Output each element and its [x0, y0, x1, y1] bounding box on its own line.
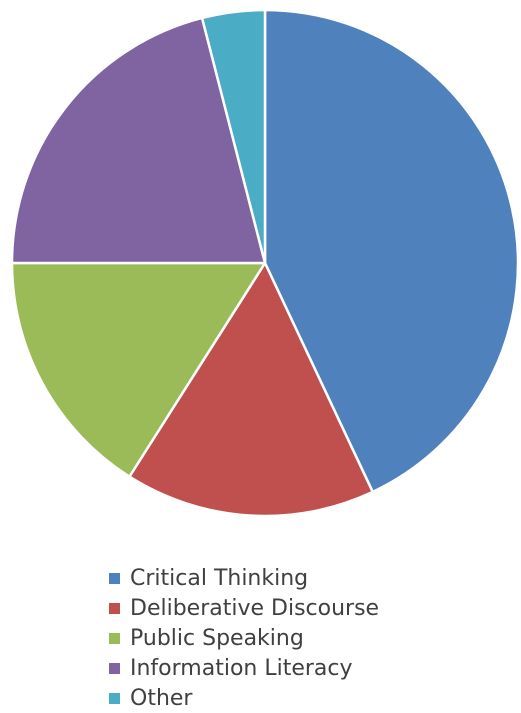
- legend-swatch-critical-thinking: [109, 572, 120, 584]
- pie-slice-critical-thinking[interactable]: [263, 8, 520, 494]
- legend-item-critical-thinking[interactable]: Critical Thinking: [109, 563, 379, 593]
- legend-item-deliberative-discourse[interactable]: Deliberative Discourse: [109, 593, 379, 623]
- legend-label: Public Speaking: [130, 625, 304, 651]
- legend-label: Critical Thinking: [130, 565, 309, 591]
- chart-legend: Critical Thinking Deliberative Discourse P…: [109, 563, 379, 713]
- pie-slice-information-literacy[interactable]: [10, 16, 267, 265]
- legend-swatch-information-literacy: [109, 662, 120, 674]
- legend-swatch-public-speaking: [109, 632, 120, 644]
- legend-label: Deliberative Discourse: [130, 595, 380, 621]
- legend-swatch-deliberative-discourse: [109, 602, 120, 614]
- pie-plot-area: [10, 8, 520, 518]
- pie-slice-deliberative-discourse[interactable]: [128, 261, 374, 518]
- legend-label: Information Literacy: [130, 655, 353, 681]
- legend-item-public-speaking[interactable]: Public Speaking: [109, 623, 379, 653]
- legend-item-other[interactable]: Other: [109, 683, 379, 713]
- legend-swatch-other: [109, 692, 120, 704]
- pie-slice-other[interactable]: [200, 8, 267, 265]
- legend-label: Other: [130, 685, 193, 711]
- legend-item-information-literacy[interactable]: Information Literacy: [109, 653, 379, 683]
- pie-slice-public-speaking[interactable]: [10, 261, 267, 478]
